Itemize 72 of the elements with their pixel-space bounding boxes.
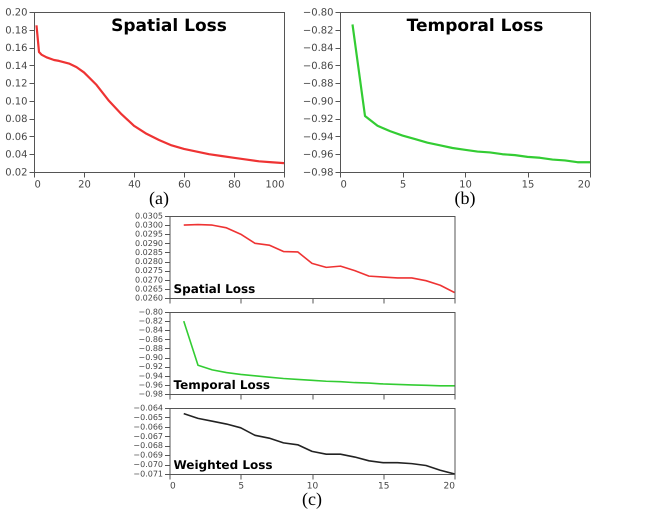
text: Weighted Loss — [174, 458, 273, 472]
y-tick-label: −0.90 — [138, 353, 163, 362]
y-tick-label: 0.0280 — [135, 257, 163, 266]
y-tick-label: 0.10 — [5, 96, 28, 108]
y-tick-label: −0.82 — [138, 316, 163, 326]
y-tick-label: 0.04 — [5, 150, 28, 161]
y-tick-label: 0.0305 — [135, 212, 163, 220]
x-tick-label: 60 — [178, 180, 191, 190]
y-tick-label: −0.94 — [138, 371, 163, 380]
x-tick-label: 100 — [265, 180, 284, 190]
y-tick-label: −0.069 — [133, 450, 163, 460]
y-tick-label: 0.16 — [5, 43, 28, 54]
y-tick-label: −0.065 — [133, 412, 163, 422]
x-tick-label: 80 — [228, 180, 241, 190]
text: (a) — [149, 188, 169, 208]
y-tick-label: 0.0270 — [135, 275, 163, 284]
y-tick-label: −0.86 — [138, 334, 163, 344]
x-tick-label: 0 — [34, 180, 41, 190]
y-tick-label: 0.02 — [5, 168, 28, 178]
x-tick-label: 10 — [306, 482, 318, 492]
y-tick-label: −0.86 — [302, 60, 334, 72]
x-tick-label: 20 — [78, 180, 91, 190]
y-tick-label: −0.98 — [302, 168, 334, 178]
x-tick-label: 5 — [238, 482, 244, 492]
y-tick-label: 0.0295 — [135, 230, 163, 239]
text: (b) — [454, 188, 476, 208]
y-tick-label: −0.068 — [133, 441, 163, 450]
chart-title: Temporal Loss — [406, 16, 544, 36]
x-tick-label: 15 — [522, 180, 534, 190]
x-tick-label: 5 — [400, 180, 406, 190]
y-tick-label: −0.82 — [302, 25, 334, 36]
y-tick-label: −0.96 — [138, 380, 163, 390]
y-tick-label: −0.070 — [133, 460, 163, 470]
text: (c) — [302, 489, 322, 509]
chart-title: Spatial Loss — [111, 16, 227, 36]
x-tick-label: 15 — [378, 482, 390, 492]
y-tick-label: −0.067 — [133, 432, 163, 441]
y-tick-label: −0.98 — [138, 390, 163, 398]
y-tick-label: −0.84 — [138, 326, 163, 335]
y-tick-label: 0.12 — [5, 78, 28, 90]
y-tick-label: −0.90 — [302, 96, 334, 108]
y-tick-label: 0.08 — [5, 114, 28, 126]
y-tick-label: 0.0265 — [135, 284, 163, 294]
y-tick-label: 0.06 — [5, 132, 28, 143]
y-tick-label: 0.0290 — [135, 238, 163, 248]
y-tick-label: 0.20 — [5, 8, 28, 18]
y-tick-label: −0.064 — [133, 404, 163, 412]
x-tick-label: 40 — [128, 180, 141, 190]
x-tick-label: 20 — [578, 180, 590, 190]
y-tick-label: 0.18 — [5, 25, 28, 36]
y-tick-label: 0.0275 — [135, 266, 163, 276]
y-tick-label: −0.80 — [302, 8, 334, 18]
text: Spatial Loss — [174, 282, 256, 296]
y-tick-label: −0.96 — [302, 150, 334, 161]
y-tick-label: 0.0260 — [135, 294, 163, 302]
y-tick-label: −0.066 — [133, 422, 163, 432]
y-tick-label: −0.92 — [138, 362, 163, 372]
y-tick-label: −0.071 — [133, 470, 163, 478]
x-tick-label: 0 — [170, 482, 176, 492]
y-tick-label: −0.94 — [302, 132, 334, 143]
text: Temporal Loss — [174, 378, 270, 392]
y-tick-label: −0.88 — [138, 344, 163, 353]
y-tick-label: −0.92 — [302, 114, 334, 126]
x-tick-label: 10 — [459, 180, 472, 190]
y-tick-label: 0.0300 — [135, 220, 163, 230]
y-tick-label: 0.14 — [5, 60, 28, 72]
x-tick-label: 20 — [444, 482, 456, 492]
y-tick-label: −0.80 — [138, 308, 163, 316]
y-tick-label: −0.84 — [302, 43, 334, 54]
y-tick-label: 0.0285 — [135, 248, 163, 257]
x-tick-label: 0 — [340, 180, 347, 190]
y-tick-label: −0.88 — [302, 78, 334, 90]
